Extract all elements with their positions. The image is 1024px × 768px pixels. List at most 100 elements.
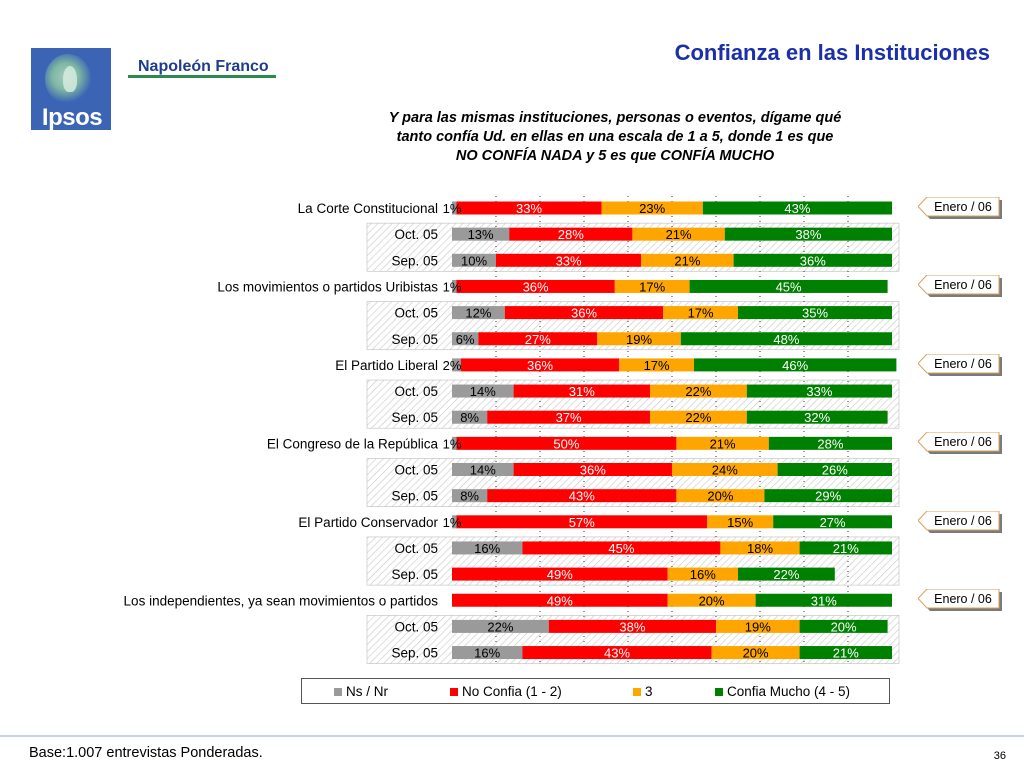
data-label: 17% [644, 358, 670, 373]
legend-item-confia-mucho: Confia Mucho (4 - 5) [715, 684, 850, 700]
bar-segment [632, 227, 725, 241]
bar-segment [746, 410, 888, 424]
bar-segment [452, 332, 479, 346]
bar-segment [452, 436, 457, 450]
bar-segment [746, 384, 892, 398]
period-label: Sep. 05 [391, 489, 438, 504]
bar-segment [680, 332, 892, 346]
bar-segment [672, 463, 778, 476]
data-label: 20% [831, 619, 857, 634]
data-label: 16% [690, 567, 716, 582]
bar-segment [614, 279, 690, 293]
data-label: 33% [556, 253, 582, 268]
badge-shape [918, 510, 1002, 533]
data-label: 17% [639, 279, 665, 294]
data-label: 28% [558, 227, 584, 242]
data-label: 15% [727, 515, 753, 530]
data-label: 36% [527, 358, 553, 373]
bar-segment [487, 410, 650, 424]
data-label: 43% [569, 489, 595, 504]
data-label: 21% [666, 227, 692, 242]
data-label: 1% [443, 279, 462, 294]
bar-segment [641, 253, 734, 267]
bar-segment [452, 410, 488, 424]
data-label: 24% [712, 463, 738, 478]
brand-underline [128, 75, 276, 78]
bar-segment [773, 515, 892, 529]
legend-item-ns: Ns / Nr [334, 684, 388, 700]
badge-shape [918, 353, 1002, 376]
bar-segment [799, 646, 892, 660]
bar-segment [716, 619, 800, 633]
bar-segment [601, 201, 703, 215]
institution-label: Los movimientos o partidos Uribistas [217, 279, 438, 294]
bar-segment [478, 332, 598, 346]
bar-segment [456, 279, 615, 293]
data-label: 2% [443, 358, 462, 373]
bar-segment [768, 436, 892, 450]
bar-segment [799, 619, 888, 633]
period-label: Oct. 05 [394, 384, 438, 399]
bar-segment [689, 279, 888, 293]
data-label: 21% [833, 541, 859, 556]
bar-segment [504, 306, 664, 320]
bar-segment [799, 541, 892, 555]
badge-label: Enero / 06 [934, 513, 992, 528]
data-label: 19% [626, 332, 652, 347]
data-label: 21% [833, 646, 859, 661]
data-label: 43% [604, 646, 630, 661]
period-badge: Enero / 06 [918, 197, 1002, 219]
data-label: 21% [674, 253, 700, 268]
bar-segment [452, 358, 461, 372]
bar-segment [456, 436, 677, 450]
data-label: 46% [782, 358, 808, 373]
data-label: 36% [580, 463, 606, 478]
data-label: 26% [822, 463, 848, 478]
data-label: 6% [456, 332, 475, 347]
bar-segment [650, 410, 747, 424]
period-badge: Enero / 06 [918, 510, 1002, 533]
data-label: 36% [523, 279, 549, 294]
institution-label: La Corte Constitucional [298, 201, 438, 216]
question-text: Y para las mismas instituciones, persona… [330, 109, 900, 166]
bar-segment [496, 253, 642, 267]
data-label: 33% [516, 201, 542, 216]
bar-segment [513, 384, 650, 398]
bar-segment [764, 489, 892, 503]
period-badge: Enero / 06 [918, 353, 1002, 376]
legend-label: Ns / Nr [346, 684, 388, 699]
question-line: tanto confía Ud. en ellas en una escala … [396, 129, 834, 145]
data-label: 16% [474, 541, 500, 556]
badge-label: Enero / 06 [934, 200, 992, 214]
question-line: Y para las mismas instituciones, persona… [388, 110, 842, 126]
bar-segment [452, 253, 496, 267]
bar-segment [707, 515, 774, 529]
legend-label: No Confia (1 - 2) [462, 684, 562, 699]
bar-segment [755, 593, 892, 607]
legend-item-no-confia: No Confia (1 - 2) [450, 684, 562, 700]
data-label: 33% [806, 384, 832, 399]
badge-shape [918, 432, 1002, 455]
footer-divider [0, 735, 1024, 737]
data-label: 35% [802, 306, 828, 321]
period-label: Oct. 05 [394, 619, 438, 634]
data-label: 8% [460, 489, 479, 504]
data-label: 45% [608, 541, 634, 556]
data-label: 31% [811, 593, 837, 608]
data-label: 13% [468, 227, 494, 242]
data-label: 43% [784, 201, 810, 216]
logo-figure-icon [63, 66, 77, 92]
data-label: 38% [795, 227, 821, 242]
institution-label: Los independientes, ya sean movimientos … [124, 593, 439, 608]
bar-segment [452, 201, 457, 215]
data-label: 19% [745, 619, 771, 634]
period-badge: Enero / 06 [918, 589, 1002, 612]
data-label: 50% [553, 436, 579, 451]
chart-legend: Ns / Nr No Confia (1 - 2) 3 Confia Mucho… [301, 678, 890, 704]
legend-swatch [450, 688, 458, 696]
data-label: 20% [699, 593, 725, 608]
bar-segment [522, 541, 721, 555]
period-label: Sep. 05 [391, 646, 438, 661]
period-label: Oct. 05 [394, 463, 438, 478]
badge-shape [918, 275, 1002, 298]
